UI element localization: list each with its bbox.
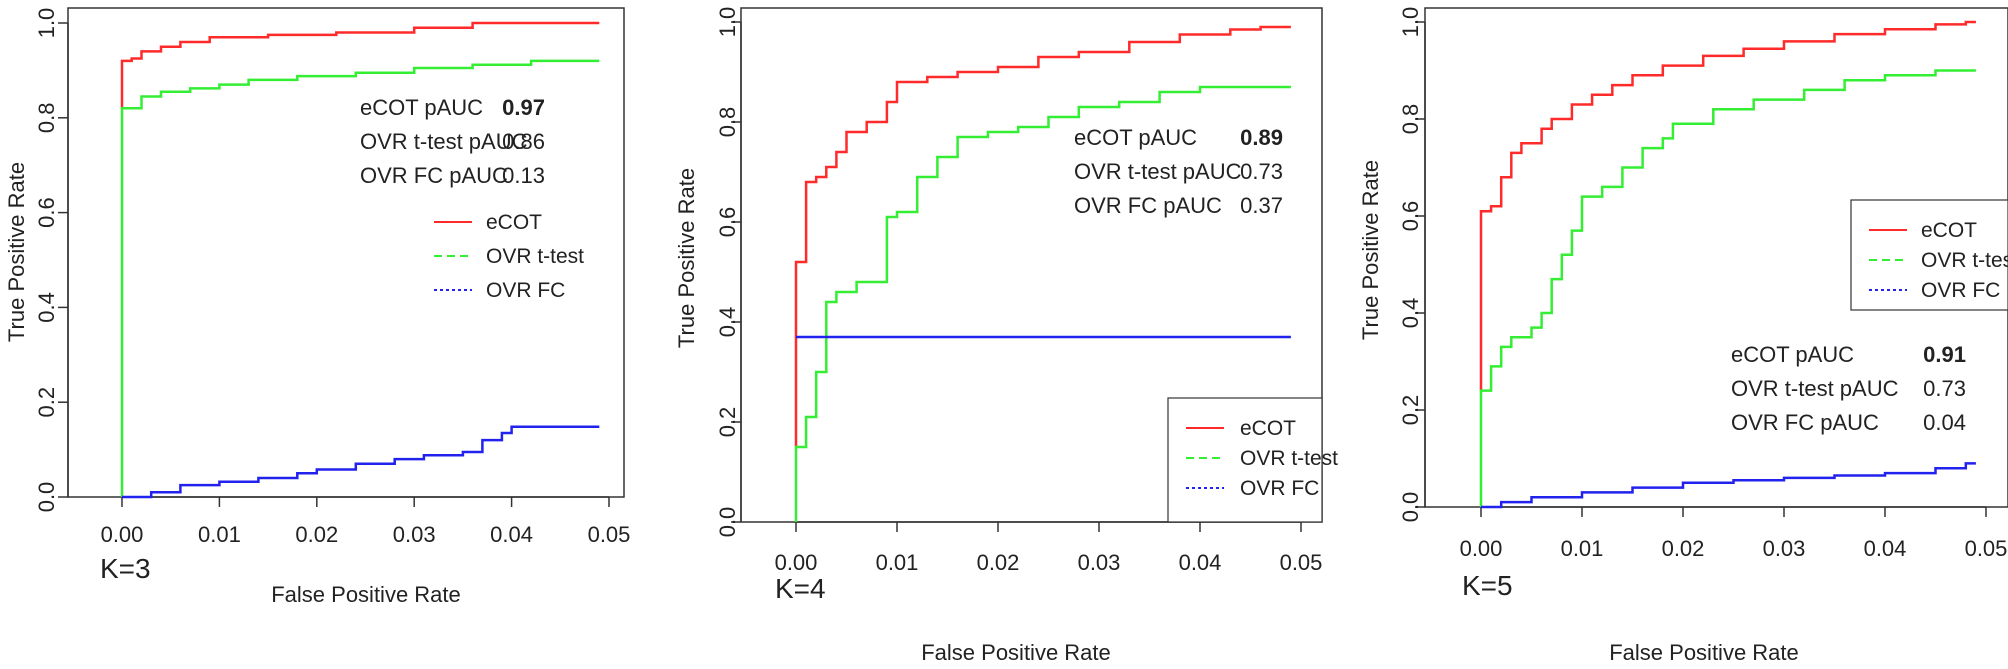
y-tick-label: 0.2 (715, 407, 740, 438)
pauc-label: OVR FC pAUC (1731, 410, 1879, 435)
panel-label-k1: K=3 (100, 553, 151, 584)
y-tick-label: 0.0 (34, 482, 59, 513)
y-tick-label: 1.0 (34, 8, 59, 39)
y-tick-label: 0.8 (1398, 104, 1423, 135)
series-ovr-ttest-line (120, 59, 600, 497)
y-tick-label: 0.8 (34, 103, 59, 134)
x-tick-label: 0.03 (393, 522, 436, 547)
legend-entry-ovr-fc: OVR FC (1921, 279, 2000, 302)
y-tick-label: 0.8 (715, 107, 740, 138)
pauc-value: 0.13 (502, 163, 545, 188)
pauc-label: eCOT pAUC (1074, 125, 1197, 150)
pauc-value: 0.73 (1240, 159, 1283, 184)
y-tick-label: 1.0 (715, 7, 740, 38)
x-tick-label: 0.02 (977, 550, 1020, 575)
pauc-value: 0.86 (502, 129, 545, 154)
legend-entry-ecot: eCOT (1921, 219, 1977, 242)
series-ecot-line (1479, 20, 1976, 391)
series-ecot-line (120, 21, 600, 109)
legend-entry-ecot: eCOT (486, 211, 542, 234)
x-tick-label: 0.01 (876, 550, 919, 575)
series-ovr-fc-line (122, 425, 600, 499)
panel-label-k3: K=5 (1462, 570, 1513, 601)
x-axis-label: False Positive Rate (1609, 640, 1799, 665)
y-tick-label: 0.6 (1398, 201, 1423, 232)
series-ovr-fc-line (1481, 462, 1976, 509)
x-tick-label: 0.00 (101, 522, 144, 547)
legend-box (1167, 397, 1323, 523)
pauc-value: 0.73 (1923, 376, 1966, 401)
pauc-value: 0.97 (502, 95, 545, 120)
y-axis-label: True Positive Rate (674, 168, 699, 348)
x-tick-label: 0.05 (1965, 536, 2008, 561)
pauc-label: eCOT pAUC (360, 95, 483, 120)
x-tick-label: 0.04 (1864, 536, 1907, 561)
x-tick-label: 0.03 (1763, 536, 1806, 561)
legend-entry-ovr-fc: OVR FC (1240, 477, 1319, 500)
y-tick-label: 0.4 (34, 292, 59, 323)
legend-box (1850, 199, 2008, 311)
x-axis-label: False Positive Rate (921, 640, 1111, 665)
x-tick-label: 0.03 (1078, 550, 1121, 575)
x-axis-label: False Positive Rate (271, 582, 461, 607)
x-tick-label: 0.04 (1179, 550, 1222, 575)
x-tick-label: 0.00 (1460, 536, 1503, 561)
legend-entry-ovr-ttest: OVR t-test (486, 245, 584, 268)
pauc-value: 0.89 (1240, 125, 1283, 150)
pauc-label: OVR FC pAUC (360, 163, 508, 188)
x-tick-label: 0.00 (775, 550, 818, 575)
pauc-value: 0.37 (1240, 193, 1283, 218)
pauc-label: OVR t-test pAUC (1731, 376, 1899, 401)
y-tick-label: 0.2 (34, 387, 59, 418)
y-tick-label: 1.0 (1398, 7, 1423, 38)
panel-label-k2: K=4 (775, 573, 826, 604)
x-tick-label: 0.01 (1561, 536, 1604, 561)
pauc-label: OVR t-test pAUC (1074, 159, 1242, 184)
y-tick-label: 0.2 (1398, 395, 1423, 426)
y-tick-label: 0.6 (715, 207, 740, 238)
series-ovr-ttest-line (1479, 69, 1976, 507)
pauc-label: eCOT pAUC (1731, 342, 1854, 367)
y-tick-label: 0.4 (715, 307, 740, 338)
legend-entry-ovr-ttest: OVR t-test (1921, 249, 2008, 272)
legend-entry-ovr-fc: OVR FC (486, 279, 565, 302)
series-ecot-line (794, 25, 1291, 447)
legend-entry-ecot: eCOT (1240, 417, 1296, 440)
y-tick-label: 0.4 (1398, 298, 1423, 329)
x-tick-label: 0.05 (1280, 550, 1323, 575)
x-tick-label: 0.01 (198, 522, 241, 547)
pauc-label: OVR t-test pAUC (360, 129, 528, 154)
x-tick-label: 0.02 (295, 522, 338, 547)
x-tick-label: 0.05 (588, 522, 631, 547)
y-tick-label: 0.6 (34, 197, 59, 228)
y-tick-label: 0.0 (715, 507, 740, 538)
legend-entry-ovr-ttest: OVR t-test (1240, 447, 1338, 470)
y-axis-label: True Positive Rate (1358, 160, 1383, 340)
pauc-label: OVR FC pAUC (1074, 193, 1222, 218)
x-tick-label: 0.04 (490, 522, 533, 547)
pauc-value: 0.04 (1923, 410, 1966, 435)
y-tick-label: 0.0 (1398, 492, 1423, 523)
x-tick-label: 0.02 (1662, 536, 1705, 561)
pauc-value: 0.91 (1923, 342, 1966, 367)
series-ovr-ttest-line (794, 85, 1291, 522)
y-axis-label: True Positive Rate (4, 162, 29, 342)
